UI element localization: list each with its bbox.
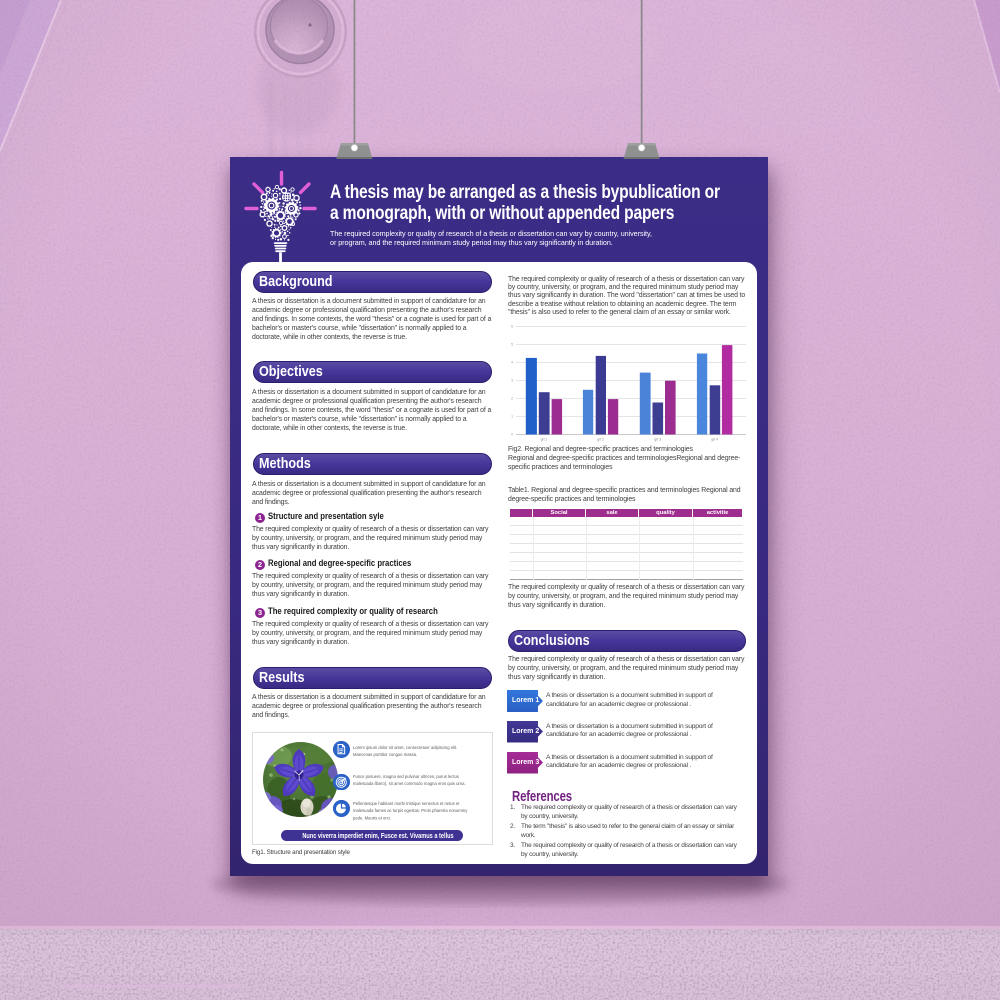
svg-text:6: 6 (511, 325, 513, 329)
svg-text:4: 4 (511, 361, 513, 365)
svg-text:grt 4: grt 4 (711, 438, 718, 442)
svg-text:grt 1: grt 1 (541, 438, 548, 442)
svg-text:5: 5 (511, 343, 513, 347)
svg-text:0: 0 (511, 433, 513, 437)
svg-text:1: 1 (511, 415, 513, 419)
svg-text:grt 2: grt 2 (597, 438, 604, 442)
svg-text:3: 3 (511, 379, 513, 383)
svg-text:2: 2 (511, 397, 513, 401)
svg-text:grt 3: grt 3 (654, 438, 661, 442)
